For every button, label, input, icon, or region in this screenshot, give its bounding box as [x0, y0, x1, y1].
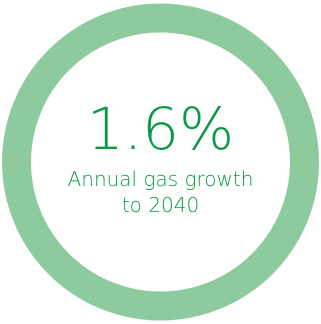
stat-value: 1.6% [87, 100, 234, 158]
stat-caption: Annual gas growth to 2040 [56, 166, 266, 218]
